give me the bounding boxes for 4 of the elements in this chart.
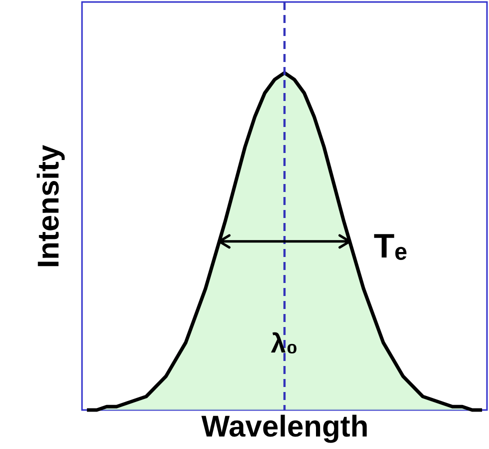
annotation: Tₑ (374, 227, 408, 266)
annotation: λ₀ (270, 328, 298, 359)
x-axis-title: Wavelength (201, 410, 369, 444)
y-axis-title: Intensity (32, 144, 66, 268)
